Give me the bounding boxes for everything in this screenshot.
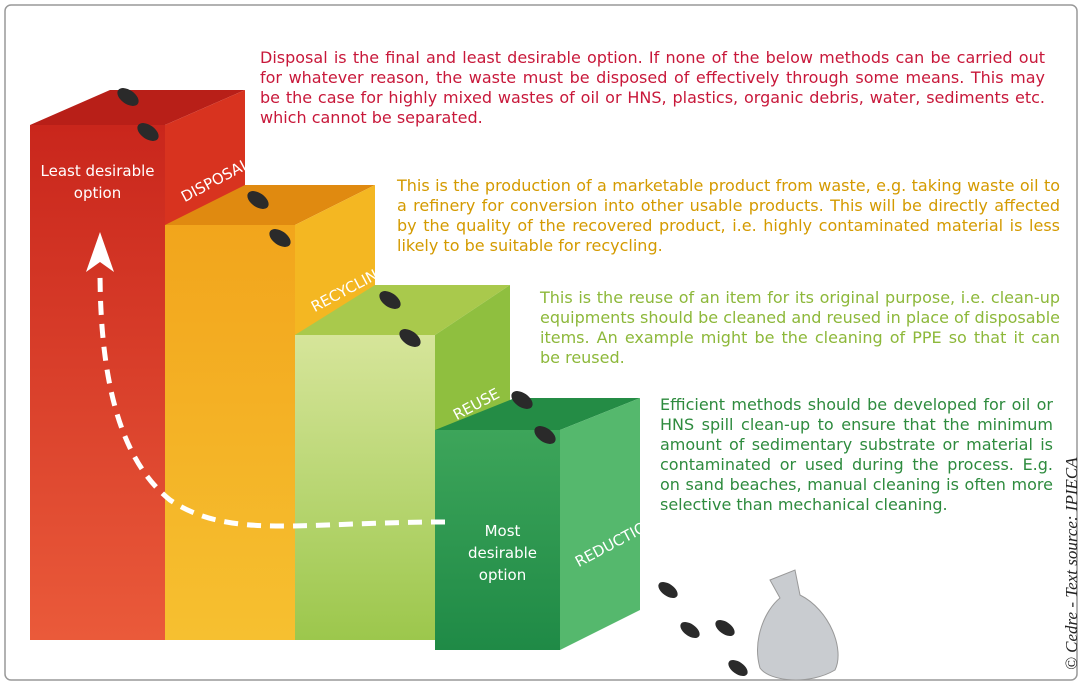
diagram: Disposal is the final and least desirabl… — [0, 0, 1083, 685]
most-desirable-label: Most desirable option — [450, 520, 555, 586]
disposal-description: Disposal is the final and least desirabl… — [260, 48, 1045, 128]
credit: © Cedre - Text source: IPIECA — [1062, 457, 1082, 670]
recycling-description: This is the production of a marketable p… — [397, 176, 1060, 256]
reduction-description: Efficient methods should be developed fo… — [660, 395, 1053, 515]
waste-bag — [758, 570, 839, 680]
least-desirable-label: Least desirable option — [35, 160, 160, 204]
reuse-description: This is the reuse of an item for its ori… — [540, 288, 1060, 368]
